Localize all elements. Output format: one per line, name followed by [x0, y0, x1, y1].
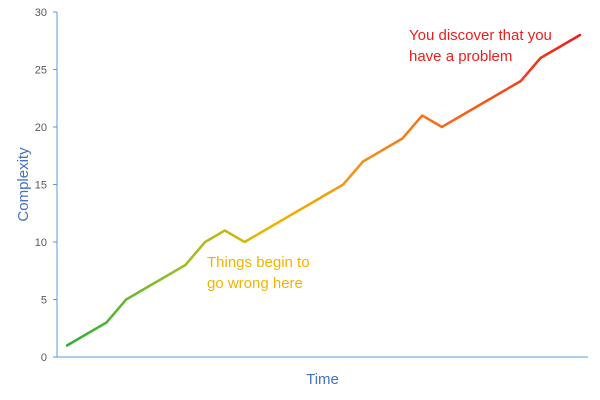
- annotation-line: have a problem: [409, 48, 512, 65]
- annotation-line: Things begin to: [207, 254, 310, 271]
- series-line: [65, 33, 582, 347]
- y-tick-label: 10: [35, 237, 47, 249]
- y-tick-label: 20: [35, 122, 47, 134]
- y-tick-label: 30: [35, 7, 47, 19]
- annotation-line: You discover that you: [409, 27, 552, 44]
- series-layer: [65, 33, 582, 347]
- annotation-layer: Things begin to go wrong here You discover…: [207, 27, 552, 292]
- annotation: Things begin to go wrong here: [207, 254, 310, 292]
- y-tick-label: 5: [41, 295, 47, 307]
- annotation-line: go wrong here: [207, 275, 303, 292]
- y-tick-label: 15: [35, 180, 47, 192]
- y-tick-label: 0: [41, 352, 47, 364]
- x-axis-title: Time: [306, 371, 339, 388]
- y-tick-label: 25: [35, 65, 47, 77]
- annotation: You discover that you have a problem: [409, 27, 552, 65]
- y-axis: 0 5 10 15 20 25 30: [35, 7, 58, 364]
- y-axis-title: Complexity: [15, 147, 32, 222]
